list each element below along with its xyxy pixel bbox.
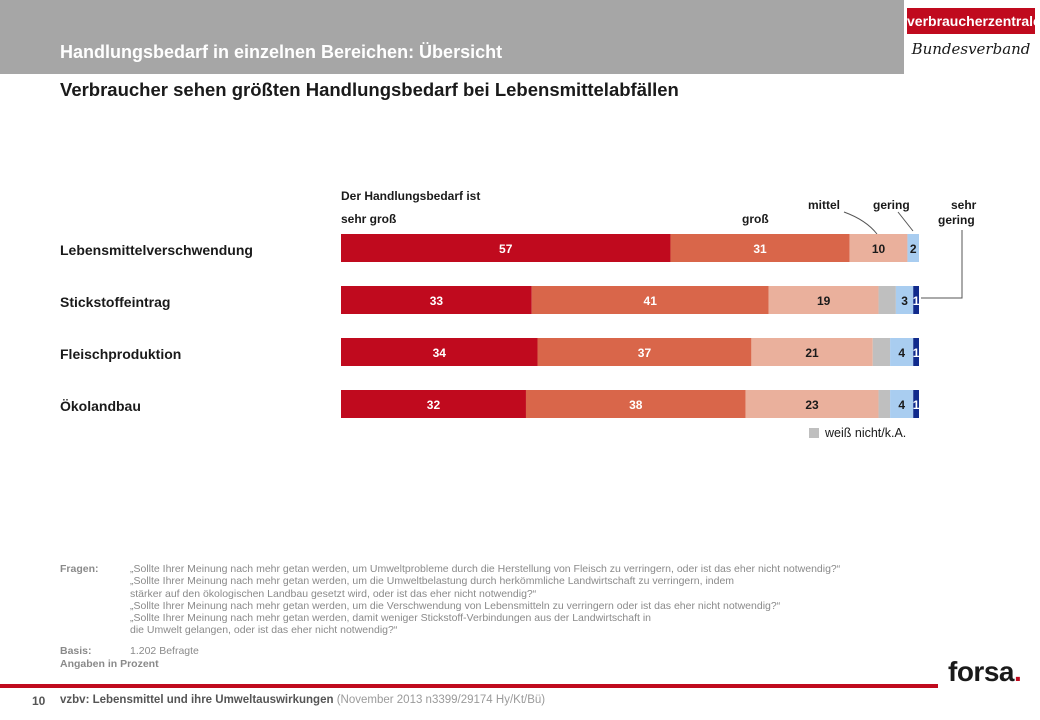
header-band bbox=[0, 0, 904, 74]
header-label-sehr-gross: sehr groß bbox=[341, 212, 396, 226]
legend-label: weiß nicht/k.A. bbox=[824, 426, 906, 440]
category-label: Stickstoffeintrag bbox=[60, 294, 170, 310]
questions-label: Fragen: bbox=[60, 563, 99, 575]
question-item: „Sollte Ihrer Meinung nach mehr getan we… bbox=[130, 599, 781, 612]
bar-segment bbox=[849, 234, 908, 262]
chart-title: Der Handlungsbedarf ist bbox=[341, 189, 480, 203]
data-label: 4 bbox=[898, 346, 905, 360]
footer-meta: (November 2013 n3399/29174 Hy/Kt/Bü) bbox=[336, 694, 546, 706]
data-label: 57 bbox=[499, 242, 513, 256]
data-label: 37 bbox=[638, 346, 652, 360]
page-title: Handlungsbedarf in einzelnen Bereichen: … bbox=[60, 42, 503, 62]
forsa-logo: forsa. bbox=[948, 656, 1022, 687]
bar-segment bbox=[895, 286, 914, 314]
category-label: Lebensmittelverschwendung bbox=[60, 242, 253, 258]
basis-label: Basis: bbox=[60, 645, 92, 657]
header-label-sehr-gering: gering bbox=[938, 213, 975, 227]
bar-segment bbox=[890, 390, 914, 418]
bar-segment bbox=[525, 390, 746, 418]
data-label: 4 bbox=[898, 398, 905, 412]
category-label: Fleischproduktion bbox=[60, 346, 181, 362]
footer-source: vzbv: Lebensmittel und ihre Umweltauswir… bbox=[60, 694, 545, 706]
header-label-sehr: sehr bbox=[951, 198, 977, 212]
header-label-gering: gering bbox=[873, 198, 910, 212]
bar-segment bbox=[745, 390, 879, 418]
bar-segment bbox=[907, 234, 919, 262]
bar-segment bbox=[341, 390, 526, 418]
bar-segment bbox=[768, 286, 879, 314]
legend-swatch bbox=[809, 428, 819, 438]
bar-segment bbox=[670, 234, 850, 262]
data-label: 3 bbox=[901, 294, 908, 308]
bar-segment bbox=[341, 338, 538, 366]
data-label: 41 bbox=[644, 294, 658, 308]
logo-wordmark: verbraucherzentrale bbox=[907, 8, 1040, 34]
bar-segment bbox=[890, 338, 914, 366]
bar-segment bbox=[878, 390, 891, 418]
data-label: 10 bbox=[872, 242, 886, 256]
bar-segment bbox=[872, 338, 891, 366]
header-label-mittel: mittel bbox=[808, 198, 840, 212]
question-item: „Sollte Ihrer Meinung nach mehr getan we… bbox=[130, 575, 735, 588]
bar-segment bbox=[341, 234, 671, 262]
data-label: 31 bbox=[753, 242, 767, 256]
data-label: 1 bbox=[913, 346, 920, 360]
footer-rule bbox=[0, 684, 938, 688]
page-number: 10 bbox=[32, 694, 46, 708]
bar-segment bbox=[913, 286, 919, 314]
bar-segment bbox=[537, 338, 752, 366]
bar-segment bbox=[531, 286, 769, 314]
data-label: 34 bbox=[433, 346, 447, 360]
questions-list: „Sollte Ihrer Meinung nach mehr getan we… bbox=[130, 563, 960, 637]
bar-segment bbox=[878, 286, 896, 314]
header-label-gross: groß bbox=[742, 212, 769, 226]
data-label: 32 bbox=[427, 398, 441, 412]
brand-logo: verbraucherzentrale Bundesverband bbox=[907, 8, 1040, 66]
question-item: stärker auf den ökologischen Landbau ges… bbox=[130, 587, 537, 600]
callout-line-sehr-gering bbox=[921, 230, 963, 299]
callout-line-mittel bbox=[843, 211, 878, 235]
data-label: 2 bbox=[910, 242, 917, 256]
question-item: die Umwelt gelangen, oder ist das eher n… bbox=[130, 624, 398, 637]
data-label: 23 bbox=[805, 398, 819, 412]
stacked-bar-chart: Der Handlungsbedarf ist sehr groß groß mitt… bbox=[60, 189, 977, 440]
bar-segment bbox=[913, 390, 919, 418]
data-label: 1 bbox=[913, 398, 920, 412]
data-label: 1 bbox=[913, 294, 920, 308]
question-item: „Sollte Ihrer Meinung nach mehr getan we… bbox=[130, 612, 652, 625]
bar-segment bbox=[341, 286, 532, 314]
category-label: Ökolandbau bbox=[60, 398, 141, 414]
data-label: 19 bbox=[817, 294, 831, 308]
basis-value: 1.202 Befragte bbox=[130, 645, 199, 657]
data-label: 38 bbox=[629, 398, 643, 412]
logo-subtitle: Bundesverband bbox=[911, 40, 1031, 58]
unit-note: Angaben in Prozent bbox=[60, 658, 159, 670]
data-label: 33 bbox=[430, 294, 444, 308]
page-subtitle: Verbraucher sehen größten Handlungsbedar… bbox=[60, 79, 679, 100]
data-label: 21 bbox=[805, 346, 819, 360]
footer-main: vzbv: Lebensmittel und ihre Umweltauswir… bbox=[60, 694, 334, 706]
bar-segment bbox=[751, 338, 873, 366]
basis-note: Basis: 1.202 Befragte bbox=[60, 645, 199, 657]
bar-segment bbox=[913, 338, 919, 366]
question-item: „Sollte Ihrer Meinung nach mehr getan we… bbox=[130, 563, 841, 575]
callout-line-gering bbox=[897, 211, 914, 232]
